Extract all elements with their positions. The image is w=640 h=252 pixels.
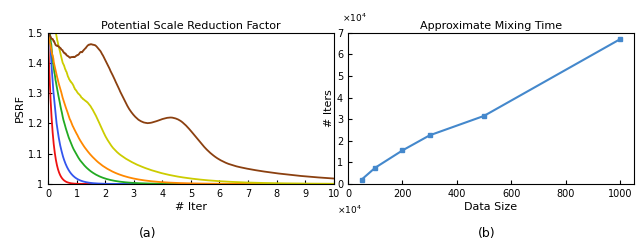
N=300 — [210, 182, 218, 185]
N=1000 — [261, 170, 269, 173]
N=300 — [261, 182, 269, 185]
N=300 — [44, 31, 52, 34]
N=200 — [261, 182, 269, 185]
Text: (b): (b) — [477, 227, 495, 240]
N=100 — [330, 182, 337, 185]
N=1000 — [44, 31, 52, 34]
Y-axis label: # Iters: # Iters — [324, 89, 334, 127]
N=100 — [61, 162, 69, 165]
N=200 — [61, 126, 69, 129]
N=200 — [226, 182, 234, 185]
N=50 — [44, 31, 52, 34]
N=50 — [291, 182, 298, 185]
Line: N=50: N=50 — [48, 33, 333, 184]
N=200 — [290, 182, 298, 185]
N=200 — [44, 31, 52, 34]
X-axis label: Data Size: Data Size — [464, 202, 517, 212]
N=500 — [226, 180, 234, 183]
N=50 — [261, 182, 269, 185]
N=500 — [261, 181, 269, 184]
N=100 — [218, 182, 225, 185]
Line: N=500: N=500 — [48, 33, 333, 184]
N=50 — [218, 182, 225, 185]
N=500 — [218, 180, 225, 183]
N=100 — [329, 182, 337, 185]
Text: (a): (a) — [138, 227, 156, 240]
N=1000 — [61, 52, 69, 55]
Title: Potential Scale Reduction Factor: Potential Scale Reduction Factor — [101, 21, 281, 30]
Y-axis label: PSRF: PSRF — [15, 94, 25, 122]
Title: Approximate Mixing Time: Approximate Mixing Time — [420, 21, 562, 30]
Text: $\times10^4$: $\times10^4$ — [337, 204, 361, 216]
N=50 — [198, 182, 206, 185]
Legend: N=50, N=100, N=200, N=300, N=500, N=1000: N=50, N=100, N=200, N=300, N=500, N=1000 — [431, 36, 495, 104]
N=1000 — [226, 163, 234, 166]
Text: $\times10^4$: $\times10^4$ — [342, 11, 367, 24]
N=300 — [61, 105, 69, 108]
Line: N=200: N=200 — [48, 33, 333, 184]
N=1000 — [330, 177, 337, 180]
N=50 — [61, 180, 69, 183]
N=500 — [210, 179, 218, 182]
N=1000 — [210, 154, 218, 157]
N=200 — [210, 182, 218, 185]
N=300 — [330, 182, 337, 185]
N=300 — [226, 182, 234, 185]
N=100 — [226, 182, 234, 185]
N=50 — [330, 182, 337, 185]
N=100 — [290, 182, 298, 185]
Line: N=1000: N=1000 — [48, 33, 333, 178]
N=500 — [330, 182, 337, 185]
X-axis label: # Iter: # Iter — [175, 202, 207, 212]
N=1000 — [290, 174, 298, 177]
N=200 — [218, 182, 225, 185]
N=300 — [290, 182, 298, 185]
N=50 — [211, 182, 218, 185]
N=300 — [218, 182, 225, 185]
Line: N=300: N=300 — [48, 33, 333, 184]
N=100 — [44, 31, 52, 34]
Line: N=100: N=100 — [48, 33, 333, 184]
N=100 — [210, 182, 218, 185]
N=500 — [290, 182, 298, 185]
N=500 — [44, 31, 52, 34]
N=50 — [227, 182, 234, 185]
N=100 — [261, 182, 269, 185]
N=1000 — [218, 159, 225, 162]
N=500 — [61, 68, 69, 71]
N=200 — [330, 182, 337, 185]
